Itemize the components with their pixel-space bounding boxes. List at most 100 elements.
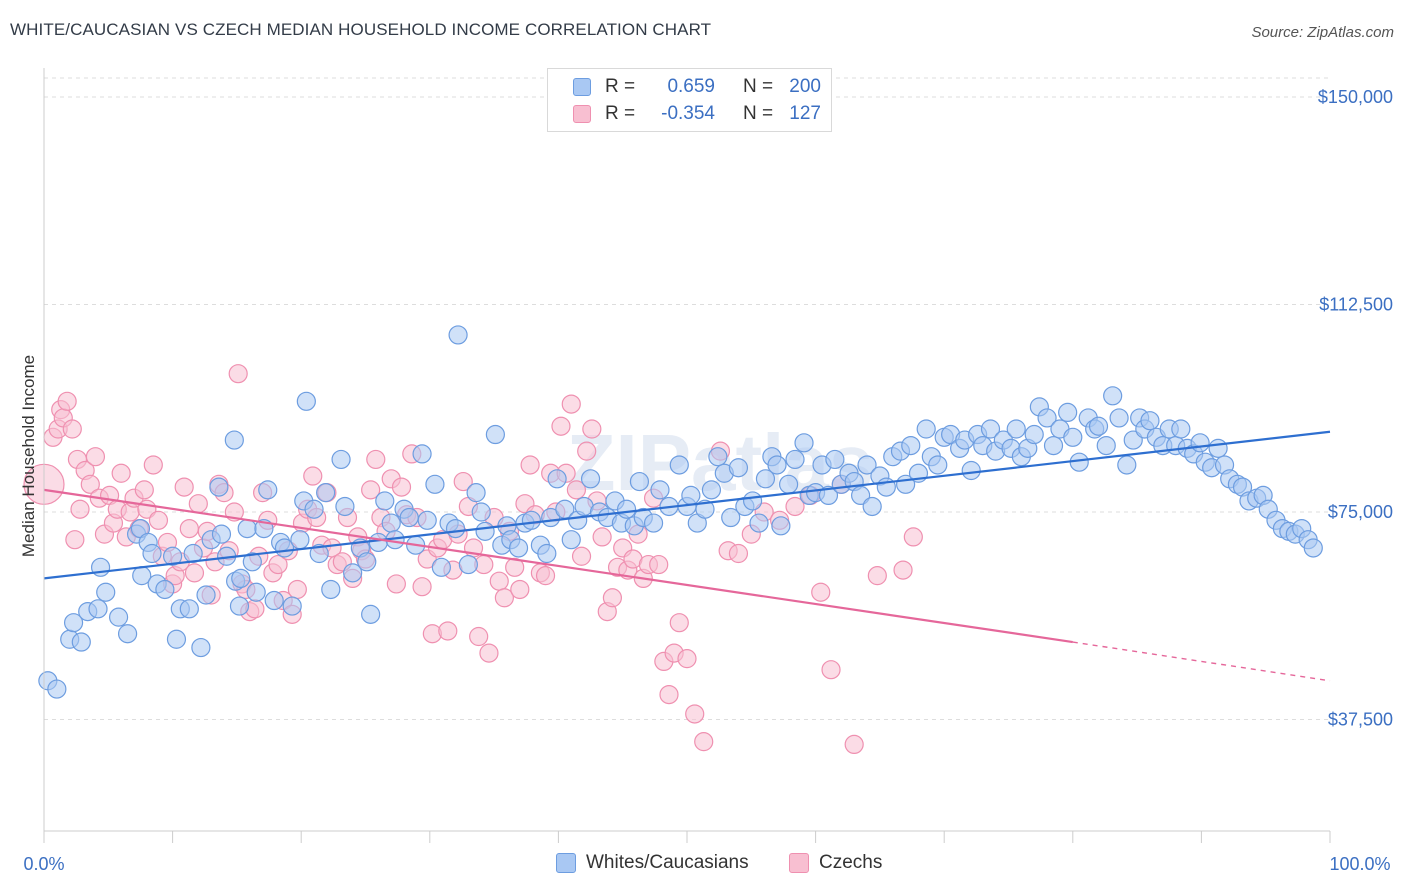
whites-point (1024, 424, 1044, 445)
whites-point (368, 532, 388, 553)
czechs-point (867, 566, 887, 586)
y-tick-label-2: $112,500 (1319, 295, 1393, 315)
whites-point (980, 419, 1001, 439)
whites-point (471, 502, 491, 522)
whites-point (117, 624, 138, 644)
czechs-point (143, 455, 163, 475)
czechs-point (535, 566, 556, 586)
y-tick-label-1: $75,000 (1328, 502, 1393, 522)
whites-point (155, 579, 175, 600)
whites-point (425, 474, 445, 494)
czechs-point (80, 474, 100, 494)
whites-point (246, 582, 266, 602)
czechs-point (811, 582, 831, 602)
legend-swatch-whites (573, 78, 591, 96)
whites-point (304, 499, 324, 519)
whites-point (309, 543, 329, 564)
whites-point (537, 543, 557, 564)
series-swatch-whites (556, 853, 576, 873)
whites-points (38, 325, 1323, 699)
czechs-point (361, 480, 381, 500)
whites-point (708, 447, 728, 467)
whites-point (1117, 455, 1137, 475)
whites-point (331, 449, 351, 470)
whites-point (1190, 433, 1210, 453)
whites-point (475, 521, 495, 541)
whites-point (108, 607, 129, 627)
whites-point (728, 458, 749, 478)
whites-point (71, 632, 91, 652)
czechs-point (366, 449, 386, 470)
stats-legend: R = 0.659 N = 200 R = -0.354 N = 127 (547, 68, 832, 132)
whites-point (1058, 402, 1078, 422)
axes (43, 68, 1331, 843)
whites-point (818, 485, 839, 505)
whites-point (1069, 452, 1089, 472)
y-axis-label: Median Household Income (19, 355, 38, 557)
y-tick-label-3: $150,000 (1318, 87, 1393, 107)
whites-point (229, 596, 250, 616)
whites-point (1096, 436, 1116, 456)
whites-point (166, 629, 187, 649)
whites-point (580, 469, 601, 489)
czechs-point (669, 613, 689, 633)
czechs-point (268, 554, 288, 575)
whites-point (412, 444, 432, 464)
source-label: Source: ZipAtlas.com (1251, 24, 1394, 41)
czechs-point (65, 530, 85, 550)
whites-point (183, 543, 203, 564)
whites-point (448, 325, 468, 345)
czechs-point (134, 480, 154, 500)
whites-point (508, 538, 529, 558)
series-legend: Whites/Caucasians Czechs (0, 852, 1406, 878)
whites-point (399, 507, 419, 528)
legend-r-value: -0.354 (661, 103, 715, 124)
legend-row-czechs: R = -0.354 N = 127 (573, 102, 821, 126)
whites-point (825, 449, 845, 470)
whites-point (1103, 386, 1123, 406)
whites-point (191, 637, 211, 658)
chart-title: WHITE/CAUCASIAN VS CZECH MEDIAN HOUSEHOL… (10, 20, 712, 39)
czechs-point (582, 419, 602, 439)
czechs-point (303, 466, 323, 486)
legend-n-label: N = (743, 76, 774, 97)
whites-point (851, 485, 871, 505)
whites-point (767, 455, 787, 475)
czechs-point (62, 419, 82, 439)
whites-point (785, 449, 805, 470)
czechs-point (571, 546, 592, 566)
whites-point (142, 543, 162, 564)
whites-point (1088, 416, 1109, 436)
czechs-point (728, 543, 749, 564)
czechs-point (893, 560, 913, 580)
whites-point (561, 530, 581, 550)
whites-point (211, 524, 232, 544)
czechs-point (785, 496, 805, 517)
whites-point (163, 546, 183, 566)
series-label-czechs: Czechs (819, 852, 883, 873)
whites-point (1123, 430, 1143, 450)
series-label-whites: Whites/Caucasians (586, 852, 749, 873)
czechs-point (694, 732, 714, 752)
x-tick-label-min: 0.0% (23, 854, 64, 874)
whites-point (1303, 538, 1323, 558)
x-tick-label-max: 100.0% (1329, 854, 1390, 874)
czechs-point (494, 588, 514, 608)
whites-point (258, 480, 278, 500)
whites-point (916, 419, 936, 439)
czechs-point (469, 626, 489, 647)
whites-point (1006, 419, 1026, 439)
whites-point (361, 604, 381, 624)
whites-point (63, 613, 84, 633)
whites-point (1063, 427, 1083, 447)
legend-swatch-czechs (573, 105, 591, 123)
whites-point (669, 455, 689, 475)
whites-point (343, 563, 363, 583)
whites-point (794, 433, 814, 453)
series-legend-czechs[interactable]: Czechs (789, 852, 882, 874)
series-legend-whites[interactable]: Whites/Caucasians (556, 852, 749, 874)
whites-point (431, 557, 451, 577)
whites-point (282, 596, 302, 616)
czechs-point (453, 471, 473, 492)
